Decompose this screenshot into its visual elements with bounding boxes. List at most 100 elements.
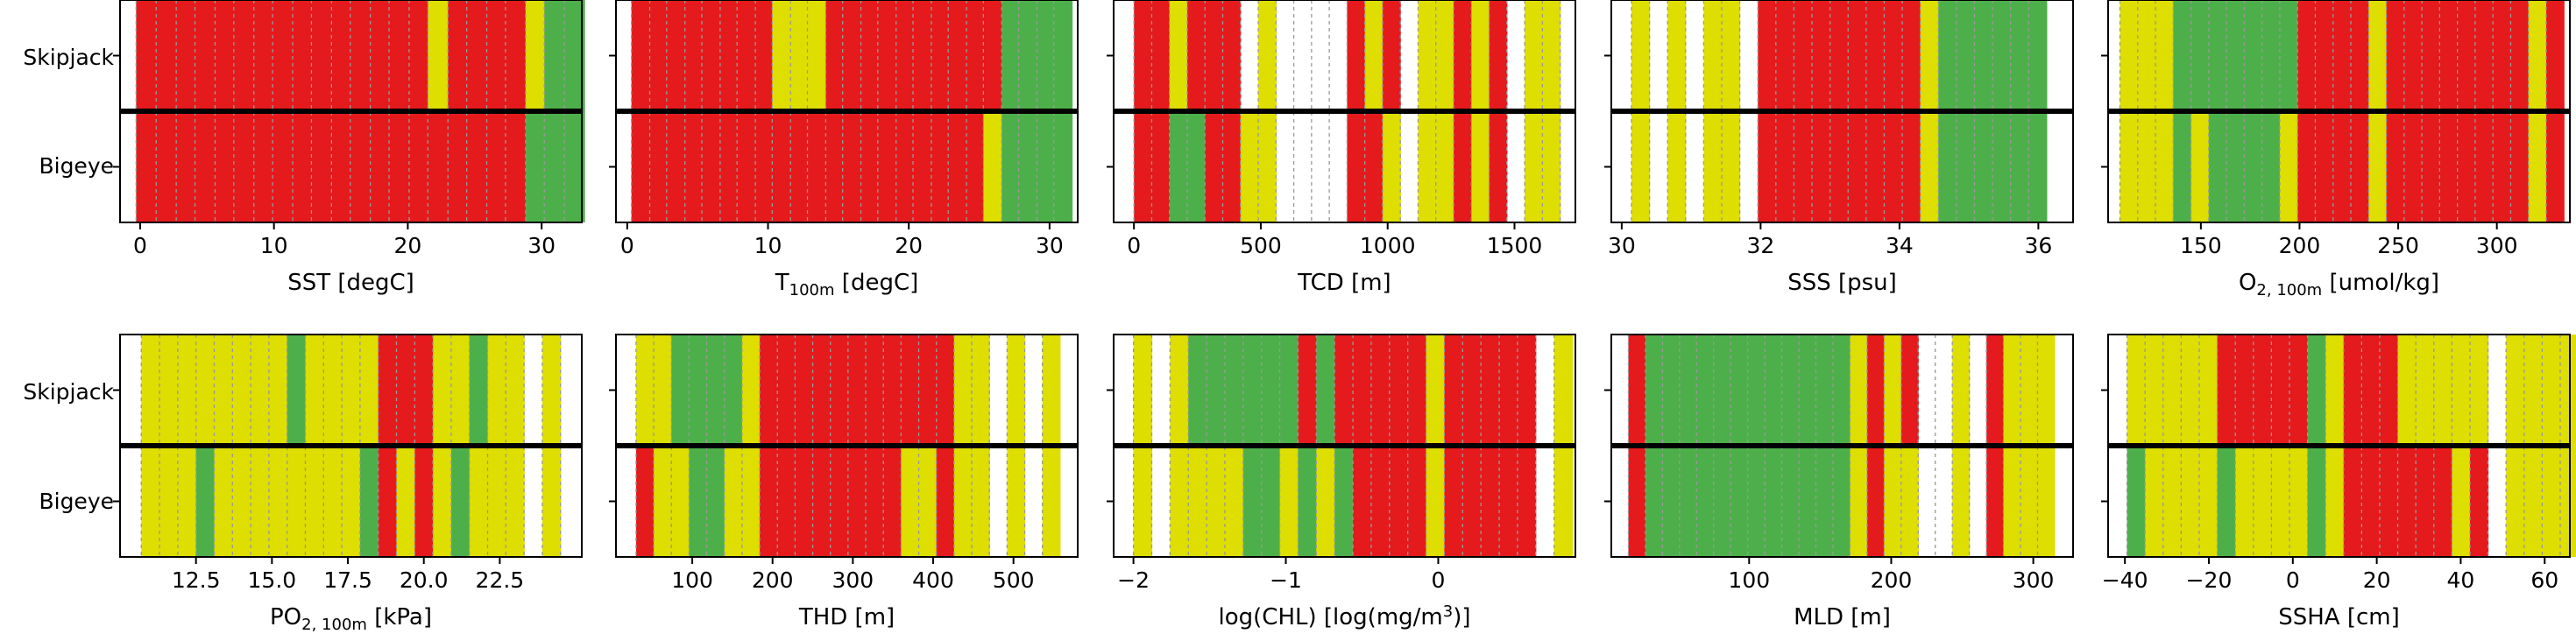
band-skipjack-red: [1454, 0, 1472, 111]
band-bigeye-yellow: [1418, 111, 1437, 222]
band-skipjack-red: [2217, 335, 2236, 446]
band-skipjack-red: [1628, 335, 1646, 446]
panel-frame: [2107, 334, 2571, 558]
band-skipjack-green: [1207, 335, 1226, 446]
band-skipjack-red: [812, 335, 832, 446]
band-bigeye-red: [448, 111, 469, 222]
band-bigeye-yellow: [1884, 446, 1902, 557]
band-skipjack-red: [2235, 335, 2254, 446]
band-bigeye-red: [1865, 111, 1886, 222]
band-skipjack-yellow: [1952, 335, 1971, 446]
x-tick-label: −20: [2186, 567, 2233, 593]
band-bigeye-red: [2510, 111, 2530, 222]
band-skipjack-red: [2332, 0, 2352, 111]
band-skipjack-red: [883, 335, 902, 446]
band-skipjack-red: [1407, 335, 1427, 446]
x-tick-label: 300: [832, 567, 874, 593]
x-tick-label: 150: [2180, 233, 2222, 258]
band-skipjack-yellow: [2162, 335, 2182, 446]
band-skipjack-yellow: [1169, 0, 1188, 111]
band-bigeye-yellow: [2145, 446, 2164, 557]
y-label-skipjack: Skipjack: [23, 379, 114, 405]
band-bigeye-yellow: [305, 446, 324, 557]
band-skipjack-red: [931, 0, 951, 111]
band-bigeye-red: [860, 111, 881, 222]
band-skipjack-green: [689, 335, 708, 446]
band-bigeye-red: [350, 111, 372, 222]
band-skipjack-red: [1517, 335, 1537, 446]
band-skipjack-yellow: [487, 335, 506, 446]
panel-frame: [615, 0, 1079, 223]
band-bigeye-yellow: [251, 446, 270, 557]
band-skipjack-green: [1645, 335, 1663, 446]
band-skipjack-red: [2297, 0, 2317, 111]
band-skipjack-red: [1866, 335, 1885, 446]
band-skipjack-red: [1186, 0, 1206, 111]
band-bigeye-yellow: [506, 446, 525, 557]
panel-7: 100 200 300 400 500 THD [m]: [609, 334, 1079, 630]
x-tick-label: 20: [895, 233, 923, 258]
band-skipjack-green: [2307, 335, 2326, 446]
band-skipjack-red: [1986, 335, 2005, 446]
x-tick-label: 0: [133, 233, 147, 258]
band-bigeye-red: [466, 111, 488, 222]
band-skipjack-red: [396, 335, 415, 446]
band-skipjack-red: [195, 0, 216, 111]
band-bigeye-green: [2261, 111, 2281, 222]
band-skipjack-red: [176, 0, 197, 111]
band-bigeye-red: [2297, 111, 2317, 222]
band-bigeye-red: [428, 111, 449, 222]
x-tick-label: 60: [2530, 567, 2558, 593]
band-skipjack-green: [1815, 335, 1834, 446]
band-skipjack-red: [737, 0, 756, 111]
band-skipjack-red: [1389, 335, 1409, 446]
band-bigeye-red: [1364, 111, 1384, 222]
panel-2: 0 10 20 30 T100m [degC]: [609, 0, 1079, 299]
band-skipjack-red: [795, 335, 814, 446]
band-bigeye-red: [883, 446, 902, 557]
band-skipjack-yellow: [1364, 0, 1384, 111]
band-skipjack-yellow: [972, 335, 990, 446]
band-skipjack-red: [1334, 335, 1354, 446]
band-skipjack-red: [1382, 0, 1401, 111]
x-axis-label: PO2, 100m [kPa]: [270, 604, 432, 634]
band-skipjack-yellow: [1553, 335, 1574, 446]
x-tick-label: 300: [2476, 233, 2518, 258]
band-skipjack-red: [293, 0, 314, 111]
panel-frame: [119, 334, 583, 558]
band-skipjack-yellow: [2020, 335, 2039, 446]
band-bigeye-green: [1832, 446, 1851, 557]
x-tick-label: 10: [260, 233, 288, 258]
x-tick-label: −1: [1270, 567, 1302, 593]
band-bigeye-red: [2422, 111, 2440, 222]
band-bigeye-red: [253, 111, 275, 222]
band-bigeye-green: [2217, 446, 2236, 557]
band-bigeye-yellow: [972, 446, 990, 557]
band-bigeye-red: [505, 111, 527, 222]
band-bigeye-yellow: [1042, 446, 1061, 557]
x-tick-label: 15.0: [248, 567, 297, 593]
band-bigeye-yellow: [741, 446, 761, 557]
band-skipjack-yellow: [2416, 335, 2435, 446]
band-skipjack-yellow: [1542, 0, 1561, 111]
band-bigeye-red: [1222, 111, 1242, 222]
band-bigeye-red: [1758, 111, 1777, 222]
band-skipjack-red: [389, 0, 410, 111]
band-skipjack-red: [649, 0, 669, 111]
band-bigeye-red: [2416, 446, 2435, 557]
band-bigeye-red: [1628, 446, 1646, 557]
band-skipjack-green: [2244, 0, 2263, 111]
band-bigeye-yellow: [1435, 111, 1454, 222]
band-bigeye-red: [2351, 111, 2369, 222]
band-skipjack-green: [1037, 0, 1056, 111]
band-skipjack-green: [2010, 0, 2029, 111]
band-skipjack-yellow: [2198, 335, 2219, 446]
band-bigeye-green: [1242, 446, 1263, 557]
band-bigeye-red: [635, 446, 655, 557]
band-skipjack-green: [2261, 0, 2281, 111]
band-skipjack-red: [1499, 335, 1518, 446]
band-skipjack-red: [331, 0, 352, 111]
panel-4: 30 32 34 36 SSS [psu]: [1604, 0, 2074, 296]
band-bigeye-green: [1334, 446, 1354, 557]
band-bigeye-green: [1956, 111, 1976, 222]
